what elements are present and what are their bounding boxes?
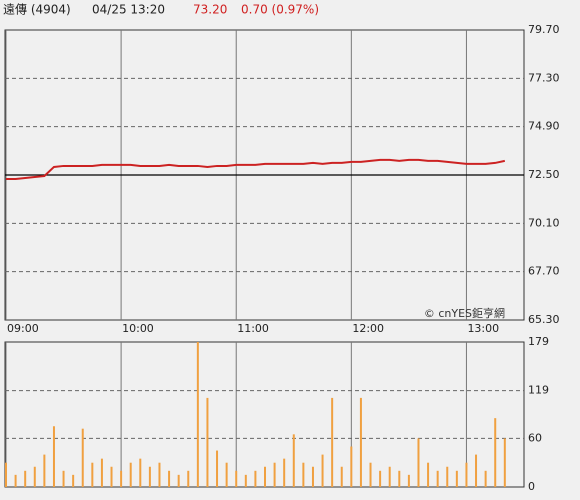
quote-price: 73.20: [193, 3, 227, 17]
stock-name: 遠傳 (4904): [3, 3, 71, 17]
volume-bar: [503, 438, 506, 487]
volume-bar: [33, 466, 36, 487]
volume-bar: [292, 434, 295, 487]
y-tick-label: 65.30: [528, 313, 560, 326]
volume-bar: [235, 470, 238, 487]
volume-bar: [72, 474, 75, 487]
volume-bar: [100, 458, 103, 487]
volume-bar: [494, 418, 497, 487]
volume-bar: [244, 474, 247, 487]
y-tick-label: 77.30: [528, 71, 560, 84]
volume-bar: [196, 342, 199, 487]
volume-bar: [264, 466, 266, 487]
watermark: © cnYES鉅亨網: [424, 306, 505, 320]
volume-bar: [331, 397, 334, 487]
volume-bar: [110, 466, 113, 487]
volume-bar: [273, 462, 276, 487]
volume-bar: [369, 462, 372, 487]
y-tick-label: 79.70: [528, 23, 560, 36]
y-tick-label: 179: [528, 335, 549, 348]
volume-bar: [350, 446, 353, 487]
volume-bar: [379, 470, 382, 487]
volume-bar: [417, 438, 420, 487]
volume-bar: [436, 470, 439, 487]
y-tick-label: 74.90: [528, 120, 560, 133]
volume-bar: [484, 470, 487, 487]
volume-bar: [465, 462, 468, 487]
volume-bar: [91, 462, 94, 487]
y-tick-label: 119: [528, 384, 549, 397]
volume-bar: [340, 466, 343, 487]
y-tick-label: 60: [528, 431, 542, 444]
volume-bar: [5, 462, 7, 487]
volume-bar: [455, 470, 458, 487]
volume-bar: [43, 454, 46, 487]
volume-bar: [254, 470, 257, 487]
x-tick-label: 10:00: [122, 322, 154, 335]
volume-bar: [81, 428, 84, 487]
volume-bar: [475, 454, 478, 487]
price-line: [6, 158, 506, 181]
volume-bar: [177, 474, 180, 487]
volume-bar: [359, 397, 362, 487]
volume-bar: [398, 470, 401, 487]
volume-bar: [216, 450, 219, 487]
x-tick-label: 11:00: [237, 322, 269, 335]
volume-bar: [407, 474, 410, 487]
volume-bar: [187, 470, 190, 487]
volume-bar: [446, 466, 449, 487]
volume-bar: [148, 466, 151, 487]
volume-bar: [14, 474, 17, 487]
quote-change: 0.70 (0.97%): [241, 3, 319, 17]
volume-bar: [302, 462, 305, 487]
volume-bar: [311, 466, 314, 487]
volume-bar: [120, 470, 123, 487]
volume-bar: [225, 462, 228, 487]
volume-bar: [321, 454, 324, 487]
volume-bar: [283, 458, 286, 487]
quote-time: 04/25 13:20: [92, 3, 165, 17]
y-tick-label: 67.70: [528, 265, 560, 278]
volume-bar: [129, 462, 132, 487]
x-tick-label: 13:00: [467, 322, 499, 335]
volume-bar: [427, 462, 430, 487]
volume-bar: [158, 462, 161, 487]
y-tick-label: 72.50: [528, 168, 560, 181]
volume-bar: [62, 470, 65, 487]
volume-bar: [168, 470, 171, 487]
volume-bar: [24, 470, 27, 487]
x-tick-label: 12:00: [352, 322, 384, 335]
volume-bar: [388, 466, 391, 487]
x-tick-label: 09:00: [7, 322, 39, 335]
volume-bar: [206, 397, 209, 487]
volume-bar: [139, 458, 142, 487]
volume-bar: [52, 426, 55, 487]
y-tick-label: 70.10: [528, 216, 560, 229]
y-tick-label: 0: [528, 480, 535, 493]
